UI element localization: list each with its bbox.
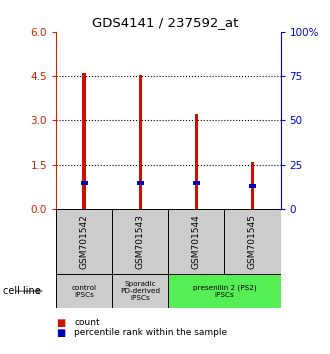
Bar	[82, 73, 86, 209]
Bar	[251, 162, 254, 209]
Bar	[137, 181, 144, 185]
Bar	[112, 274, 168, 308]
Text: cell line: cell line	[3, 286, 41, 296]
Bar	[139, 75, 142, 209]
Bar	[195, 114, 198, 209]
Bar	[193, 181, 200, 185]
Text: GDS4141 / 237592_at: GDS4141 / 237592_at	[92, 16, 238, 29]
Text: GSM701543: GSM701543	[136, 214, 145, 269]
Bar	[168, 209, 224, 274]
Text: control
IPSCs: control IPSCs	[72, 285, 97, 298]
Text: Sporadic
PD-derived
iPSCs: Sporadic PD-derived iPSCs	[120, 281, 160, 301]
Text: ■: ■	[56, 318, 65, 328]
Text: count: count	[74, 318, 100, 327]
Text: GSM701544: GSM701544	[192, 214, 201, 269]
Text: GSM701542: GSM701542	[80, 214, 89, 269]
Text: percentile rank within the sample: percentile rank within the sample	[74, 328, 227, 337]
Text: presenilin 2 (PS2)
iPSCs: presenilin 2 (PS2) iPSCs	[193, 284, 256, 298]
Bar	[224, 209, 280, 274]
Bar	[56, 274, 112, 308]
Bar	[112, 209, 168, 274]
Text: GSM701545: GSM701545	[248, 214, 257, 269]
Bar	[81, 181, 87, 185]
Text: ■: ■	[56, 328, 65, 338]
Bar	[56, 209, 112, 274]
Bar	[168, 274, 280, 308]
Bar	[249, 184, 256, 188]
